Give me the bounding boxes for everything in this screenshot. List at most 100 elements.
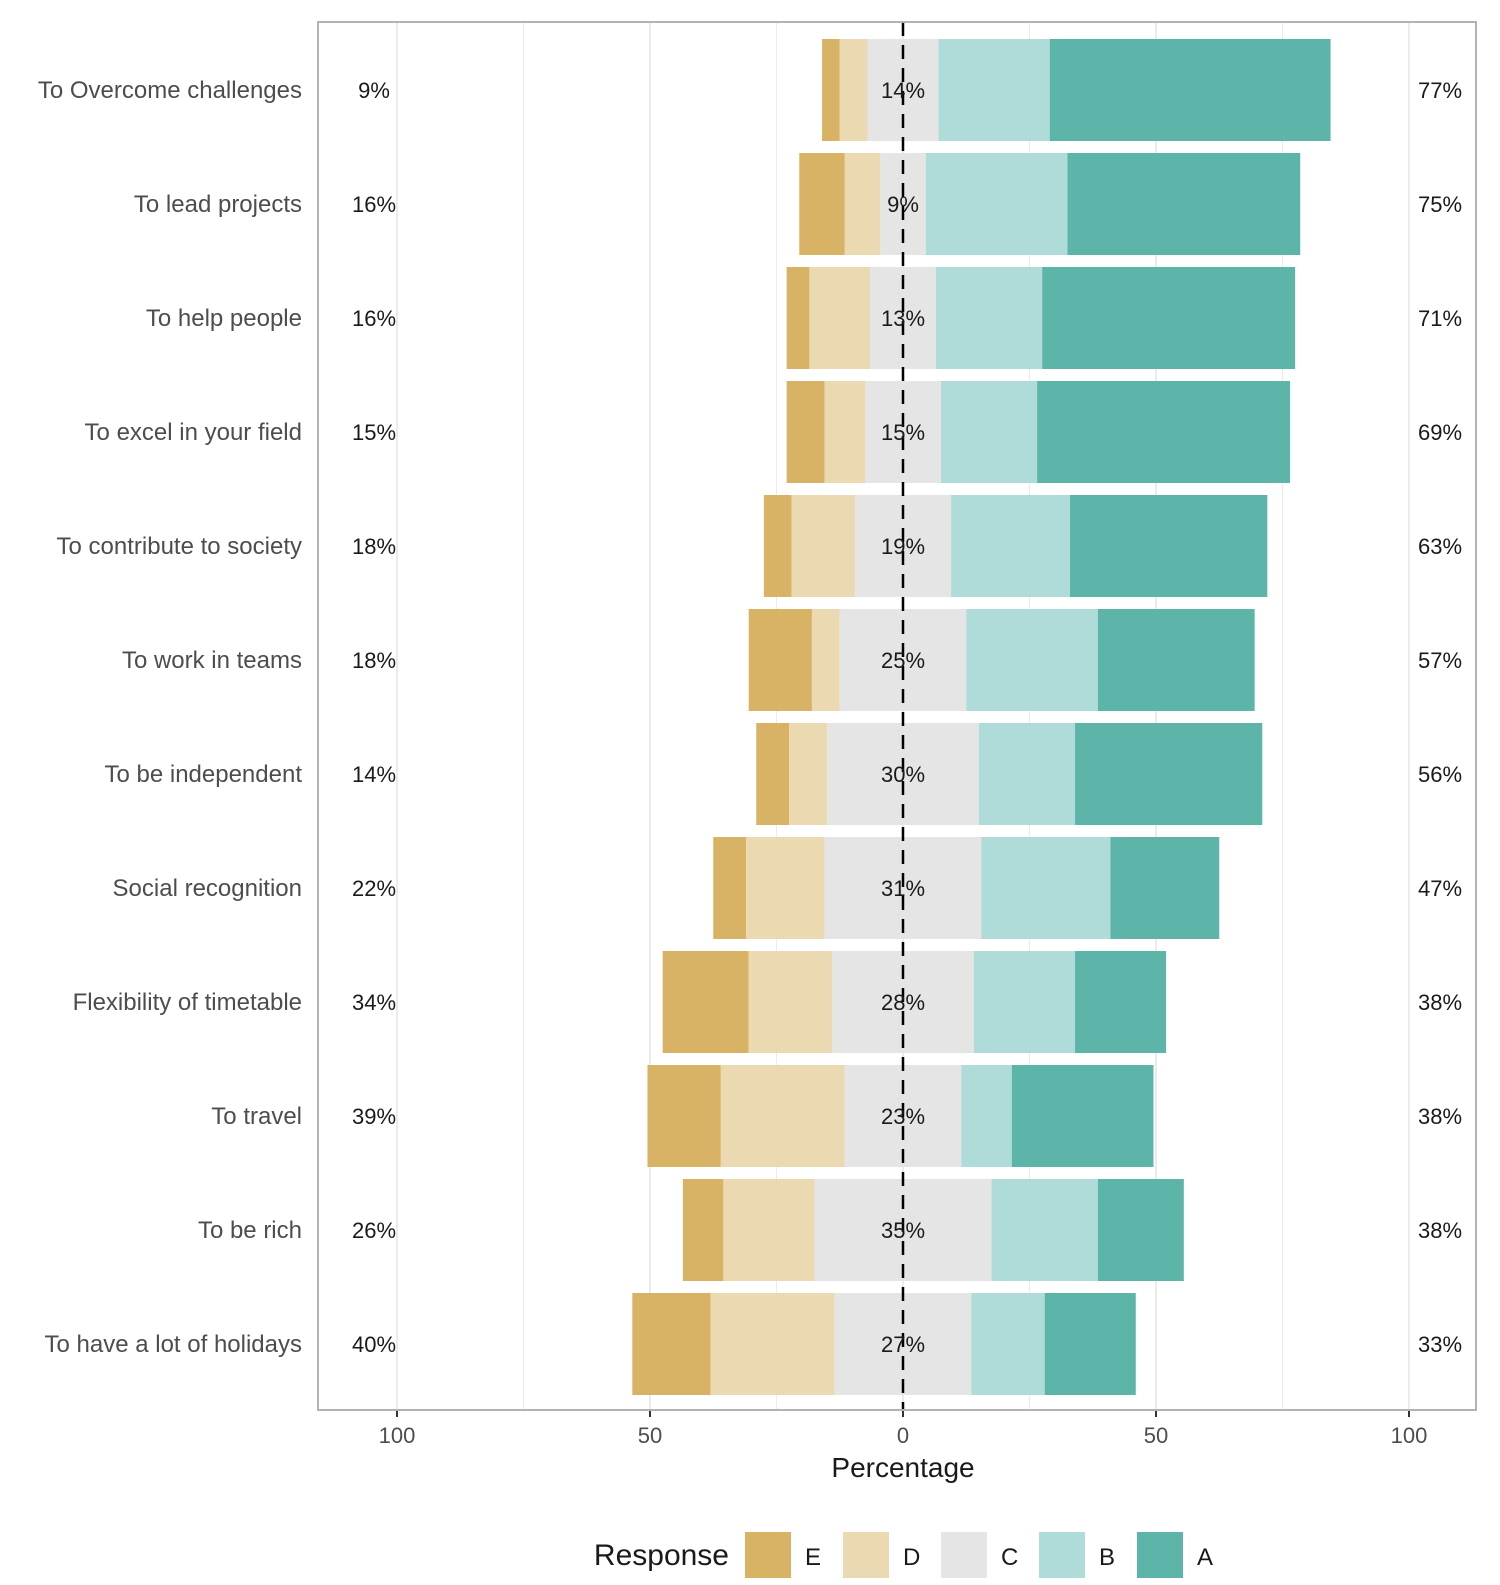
bars [632, 39, 1331, 1395]
bar-segment-a [1037, 381, 1291, 483]
center-percent-label: 14% [881, 78, 925, 103]
legend-key-e [745, 1532, 791, 1578]
category-label: To contribute to society [57, 533, 302, 560]
bar-segment-b [951, 495, 1070, 597]
bar-segment-a [1097, 609, 1255, 711]
bar-segment-d [839, 39, 868, 141]
x-tick-label: 50 [638, 1423, 662, 1448]
left-percent-label: 40% [352, 1332, 396, 1357]
x-tick-label: 100 [379, 1423, 416, 1448]
left-percent-label: 16% [352, 192, 396, 217]
legend-title: Response [594, 1539, 729, 1572]
bar-segment-e [632, 1293, 711, 1395]
bar-segment-a [1069, 495, 1268, 597]
center-percent-label: 13% [881, 306, 925, 331]
category-label: To help people [146, 305, 302, 332]
right-percent-label: 57% [1418, 648, 1462, 673]
left-percent-label: 9% [358, 78, 390, 103]
category-label: To Overcome challenges [38, 77, 302, 104]
bar-segment-e [756, 723, 790, 825]
category-label: To have a lot of holidays [45, 1331, 303, 1358]
left-percent-label: 14% [352, 762, 396, 787]
bar-segment-a [1044, 1293, 1136, 1395]
bar-segment-e [822, 39, 840, 141]
category-labels: To Overcome challenges To lead projects To… [38, 77, 302, 1358]
bar-segment-e [748, 609, 812, 711]
bar-segment-b [981, 837, 1111, 939]
center-percent-label: 23% [881, 1104, 925, 1129]
bar-segment-b [966, 609, 1098, 711]
bar-segment-a [1097, 1179, 1184, 1281]
bar-segment-b [938, 39, 1050, 141]
x-tick-label: 50 [1144, 1423, 1168, 1448]
bar-segment-d [748, 951, 833, 1053]
x-tick-label: 0 [897, 1423, 909, 1448]
bar-segment-a [1067, 153, 1301, 255]
right-percent-label: 56% [1418, 762, 1462, 787]
bar-segment-b [991, 1179, 1098, 1281]
bar-segment-e [682, 1179, 724, 1281]
category-label: To be rich [198, 1217, 302, 1244]
right-percent-label: 33% [1418, 1332, 1462, 1357]
right-percent-label: 69% [1418, 420, 1462, 445]
bar-segment-e [647, 1065, 721, 1167]
bar-segment-b [978, 723, 1076, 825]
left-percent-label: 18% [352, 648, 396, 673]
center-percent-label: 25% [881, 648, 925, 673]
bar-segment-b [973, 951, 1076, 1053]
left-percent-label: 15% [352, 420, 396, 445]
center-percent-label: 27% [881, 1332, 925, 1357]
category-label: To lead projects [134, 191, 302, 218]
bar-segment-e [786, 267, 810, 369]
bar-labels: 9% 14% 77% 16% 9% 75% 16% 13% 71% 15% 15% 69% 18% 19%… [352, 78, 1462, 1357]
legend-key-c [941, 1532, 987, 1578]
legend-key-b [1039, 1532, 1085, 1578]
bar-segment-d [811, 609, 840, 711]
left-percent-label: 22% [352, 876, 396, 901]
center-percent-label: 35% [881, 1218, 925, 1243]
x-tick-labels: 100 50 0 50 100 [379, 1410, 1428, 1448]
left-percent-label: 39% [352, 1104, 396, 1129]
bar-segment-b [940, 381, 1038, 483]
category-label: Flexibility of timetable [73, 989, 302, 1016]
right-percent-label: 38% [1418, 990, 1462, 1015]
legend: Response E D C B A [594, 1532, 1213, 1578]
bar-segment-b [935, 267, 1043, 369]
legend-key-d [843, 1532, 889, 1578]
category-label: To work in teams [122, 647, 302, 674]
right-percent-label: 75% [1418, 192, 1462, 217]
bar-segment-e [662, 951, 749, 1053]
bar-segment-b [961, 1065, 1012, 1167]
legend-label: B [1099, 1544, 1115, 1571]
bar-segment-a [1011, 1065, 1154, 1167]
right-percent-label: 77% [1418, 78, 1462, 103]
bar-segment-b [971, 1293, 1045, 1395]
category-label: To be independent [104, 761, 302, 788]
legend-label: D [903, 1544, 920, 1571]
bar-segment-e [786, 381, 825, 483]
left-percent-label: 34% [352, 990, 396, 1015]
left-percent-label: 16% [352, 306, 396, 331]
bar-segment-a [1110, 837, 1220, 939]
x-axis-title: Percentage [831, 1452, 974, 1483]
bar-segment-b [925, 153, 1068, 255]
center-percent-label: 31% [881, 876, 925, 901]
legend-key-a [1137, 1532, 1183, 1578]
category-label: Social recognition [113, 875, 302, 902]
legend-label: A [1197, 1544, 1213, 1571]
bar-segment-d [710, 1293, 835, 1395]
legend-label: C [1001, 1544, 1018, 1571]
right-percent-label: 38% [1418, 1104, 1462, 1129]
bar-segment-a [1075, 951, 1167, 1053]
right-percent-label: 71% [1418, 306, 1462, 331]
bar-segment-a [1075, 723, 1263, 825]
bar-segment-d [746, 837, 825, 939]
legend-label: E [805, 1544, 821, 1571]
category-label: To travel [211, 1103, 302, 1130]
bar-segment-d [844, 153, 881, 255]
x-tick-label: 100 [1391, 1423, 1428, 1448]
right-percent-label: 47% [1418, 876, 1462, 901]
bar-segment-a [1049, 39, 1331, 141]
bar-segment-d [723, 1179, 815, 1281]
bar-segment-a [1042, 267, 1296, 369]
